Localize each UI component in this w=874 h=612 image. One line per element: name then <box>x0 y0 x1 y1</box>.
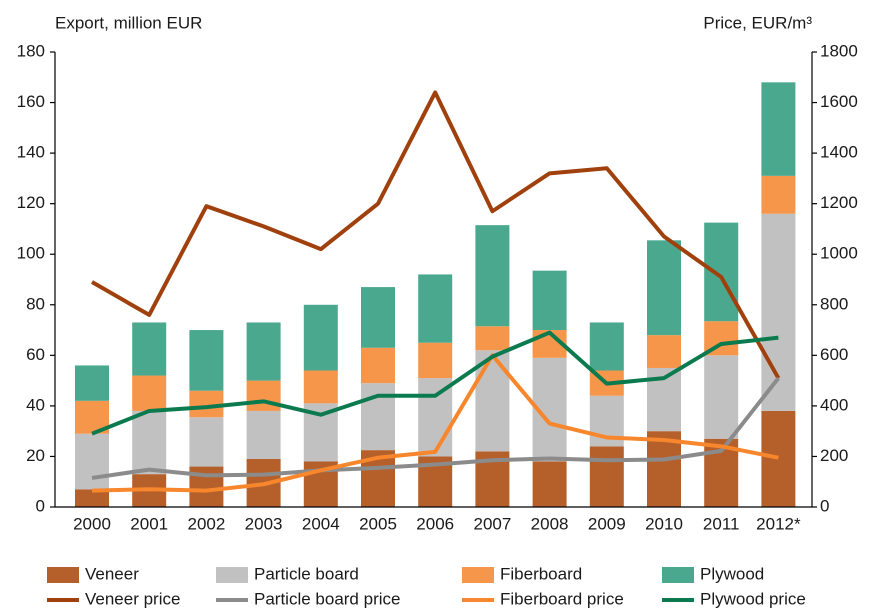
line <box>91 330 779 436</box>
x-tick-label: 2009 <box>588 514 626 533</box>
y-tick-label: 40 <box>26 395 45 414</box>
x-tick-label: 2004 <box>302 514 340 533</box>
y2-tick-label: 1000 <box>820 244 858 263</box>
y-tick-label: 60 <box>26 345 45 364</box>
y2-tick-label: 800 <box>820 294 848 313</box>
bar-segment <box>303 370 338 404</box>
legend-swatch <box>216 567 248 583</box>
x-tick-label: 2002 <box>187 514 225 533</box>
y-tick-label: 180 <box>17 41 45 60</box>
legend-label: Particle board price <box>254 589 400 608</box>
bar-segment <box>704 355 739 439</box>
bar-segment <box>761 82 796 176</box>
y2-tick-label: 600 <box>820 345 848 364</box>
y2-tick-label: 1200 <box>820 193 858 212</box>
line <box>91 353 779 493</box>
y-tick-label: 80 <box>26 294 45 313</box>
bar-segment <box>246 380 281 411</box>
bar-segment <box>647 240 681 336</box>
legend-label: Veneer price <box>85 589 180 608</box>
bar-segment <box>75 489 109 507</box>
bar-segment <box>189 330 224 391</box>
bar-segment <box>75 433 109 490</box>
x-tick-label: 2000 <box>73 514 111 533</box>
y-axis-label: Export, million EUR <box>55 13 202 32</box>
x-tick-label: 2010 <box>645 514 683 533</box>
bar-segment <box>132 375 167 411</box>
bar-segment <box>647 335 681 368</box>
bar-segment <box>132 410 167 475</box>
line <box>91 376 780 480</box>
legend-label: Fiberboard price <box>500 589 624 608</box>
line <box>91 90 781 380</box>
legend-label: Plywood price <box>700 589 806 608</box>
y-tick-label: 140 <box>17 143 45 162</box>
y-tick-label: 20 <box>26 446 45 465</box>
x-tick-label: 2005 <box>359 514 397 533</box>
y2-tick-label: 1400 <box>820 143 858 162</box>
bar-segment <box>704 222 739 322</box>
bar-segment <box>361 347 395 384</box>
legend-swatch <box>462 567 494 583</box>
legend-label: Veneer <box>85 564 139 583</box>
bar-segment <box>132 322 167 376</box>
legend-label: Fiberboard <box>500 564 582 583</box>
x-tick-label: 2012* <box>756 514 801 533</box>
bar-segment <box>475 225 510 327</box>
bar-segment <box>303 304 338 371</box>
bar-segment <box>532 461 567 507</box>
y2-axis-label: Price, EUR/m³ <box>703 13 812 32</box>
legend-swatch <box>47 567 79 583</box>
y2-tick-label: 0 <box>820 496 829 515</box>
bar-segment <box>418 378 453 457</box>
x-tick-label: 2001 <box>130 514 168 533</box>
bar-segment <box>75 365 109 401</box>
bar-segment <box>532 270 567 331</box>
y-tick-label: 120 <box>17 193 45 212</box>
x-tick-label: 2007 <box>473 514 511 533</box>
bar-segment <box>761 410 796 507</box>
bar-segment <box>418 274 453 343</box>
y2-tick-label: 400 <box>820 395 848 414</box>
bar-segment <box>761 213 796 411</box>
legend-label: Plywood <box>700 564 764 583</box>
bar-segment <box>418 342 453 379</box>
x-tick-label: 2003 <box>245 514 283 533</box>
bar-segment <box>589 322 624 371</box>
bar-segment <box>647 431 681 507</box>
x-tick-label: 2011 <box>703 514 740 533</box>
bar-segment <box>475 326 510 351</box>
y-tick-label: 0 <box>36 496 45 515</box>
x-tick-label: 2008 <box>531 514 569 533</box>
bar-segment <box>361 287 395 348</box>
bar-segment <box>246 322 281 381</box>
y2-tick-label: 200 <box>820 446 848 465</box>
bar-segment <box>761 175 796 214</box>
y2-tick-label: 1600 <box>820 92 858 111</box>
bar-segment <box>246 410 281 459</box>
y-tick-label: 100 <box>17 244 45 263</box>
x-tick-label: 2006 <box>416 514 454 533</box>
bar-segment <box>361 383 395 451</box>
legend-swatch <box>662 567 694 583</box>
y-tick-label: 160 <box>17 92 45 111</box>
y2-tick-label: 1800 <box>820 41 858 60</box>
legend-label: Particle board <box>254 564 359 583</box>
bar-segment <box>589 446 624 507</box>
bar-segment <box>189 417 224 467</box>
